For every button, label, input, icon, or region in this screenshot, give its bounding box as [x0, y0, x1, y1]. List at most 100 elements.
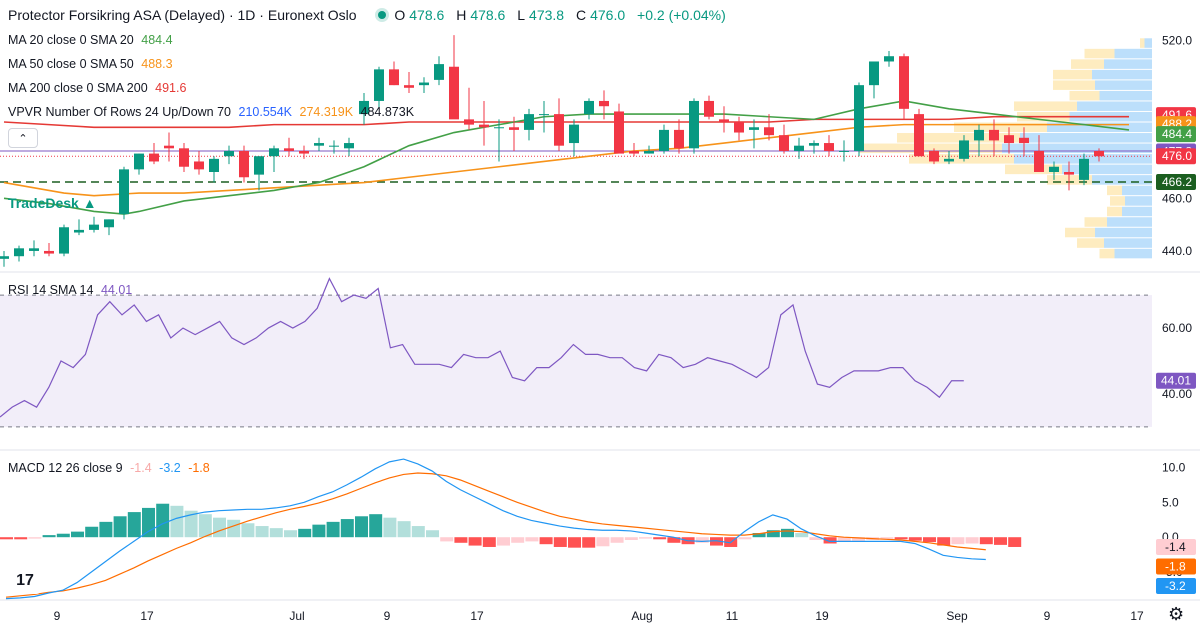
legend-ma200-label: MA 200 close 0 SMA 200 — [8, 81, 148, 95]
macd-histogram-bar — [937, 537, 951, 546]
volume-profile-up-bar — [1104, 59, 1152, 69]
ohlc-change: +0.2 (+0.04%) — [637, 7, 726, 23]
macd-histogram-bar — [326, 521, 340, 538]
macd-axis-tick: 5.0 — [1162, 495, 1179, 509]
candle-down — [1094, 150, 1104, 157]
candle-down — [629, 150, 639, 154]
legend-ma50[interactable]: MA 50 close 0 SMA 50 488.3 — [8, 57, 177, 71]
rsi-axis-tick: 60.00 — [1162, 321, 1192, 335]
candle-up — [839, 150, 849, 152]
legend-ma200[interactable]: MA 200 close 0 SMA 200 491.6 — [8, 81, 190, 95]
legend-rsi[interactable]: RSI 14 SMA 14 44.01 — [8, 283, 136, 297]
volume-profile-up-bar — [1092, 175, 1152, 185]
macd-histogram-bar — [653, 537, 667, 540]
candle-down — [899, 56, 909, 109]
ohlc-low: L 473.8 — [517, 7, 565, 23]
volume-profile-up-bar — [1114, 248, 1152, 259]
candle-down — [779, 135, 789, 151]
legend-ma200-value: 491.6 — [155, 81, 187, 95]
candle-up — [269, 148, 279, 157]
volume-profile-down-bar — [1110, 196, 1125, 206]
volume-profile-up-bar — [1020, 133, 1152, 143]
volume-profile-down-bar — [954, 122, 1047, 133]
macd-histogram-bar — [397, 521, 411, 538]
candle-down — [614, 111, 624, 154]
legend-macd-signal: -1.8 — [188, 461, 210, 475]
macd-histogram-bar — [312, 524, 326, 538]
macd-histogram-bar — [525, 537, 539, 542]
volume-profile-down-bar — [1107, 185, 1122, 196]
ohlc-close: C 476.0 — [575, 7, 626, 23]
volume-profile-down-bar — [1053, 80, 1095, 90]
macd-histogram-bar — [42, 535, 56, 538]
legend-vpvr[interactable]: VPVR Number Of Rows 24 Up/Down 70 210.55… — [8, 105, 418, 119]
legend-ma20-label: MA 20 close 0 SMA 20 — [8, 33, 134, 47]
macd-histogram-bar — [269, 528, 283, 538]
candle-up — [0, 256, 9, 259]
volume-profile-down-bar — [1140, 38, 1145, 48]
legend-ma20[interactable]: MA 20 close 0 SMA 20 484.4 — [8, 33, 177, 47]
candle-up — [854, 85, 864, 151]
macd-value-label-bg — [1156, 578, 1196, 595]
time-axis-tick: 17 — [1130, 609, 1144, 623]
chart-title-row: Protector Forsikring ASA (Delayed) · 1D … — [8, 7, 734, 23]
macd-histogram-bar — [809, 537, 823, 540]
macd-histogram-bar — [795, 533, 809, 538]
ohlc-high: H 478.6 — [456, 7, 506, 23]
candle-up — [659, 129, 669, 151]
gear-icon[interactable]: ⚙ — [1168, 604, 1185, 624]
macd-histogram-bar — [1008, 537, 1022, 547]
volume-profile-up-bar — [1047, 122, 1152, 133]
tradedesk-badge[interactable]: TradeDesk ▲ — [8, 195, 97, 211]
macd-histogram-bar — [837, 537, 851, 542]
volume-profile-up-bar — [1122, 206, 1152, 217]
candle-up — [644, 150, 654, 154]
candle-down — [764, 127, 774, 136]
tradingview-logo-icon[interactable]: 17 — [8, 568, 42, 594]
candle-up — [944, 158, 954, 162]
candle-down — [404, 85, 414, 88]
legend-macd-macd: -3.2 — [159, 461, 181, 475]
legend-macd[interactable]: MACD 12 26 close 9 -1.4 -3.2 -1.8 — [8, 461, 214, 475]
volume-profile-up-bar — [1095, 227, 1152, 238]
candle-down — [179, 148, 189, 167]
price-axis-tick: 460.0 — [1162, 191, 1192, 205]
macd-histogram-bar — [894, 537, 908, 540]
macd-histogram-bar — [170, 505, 184, 538]
macd-histogram-bar — [994, 537, 1007, 545]
collapse-legend-button[interactable]: ⌃ — [8, 128, 38, 148]
macd-histogram-bar — [582, 537, 596, 548]
candle-up — [584, 100, 594, 115]
candle-down — [1019, 137, 1029, 144]
macd-histogram-bar — [14, 537, 28, 540]
candle-up — [569, 124, 579, 144]
macd-histogram-bar — [255, 526, 269, 538]
triangle-up-icon: ▲ — [82, 195, 97, 211]
candle-down — [599, 100, 609, 107]
rsi-band — [0, 295, 1152, 427]
legend-vpvr-total: 484.873K — [360, 105, 415, 119]
legend-macd-hist: -1.4 — [130, 461, 152, 475]
candle-down — [479, 124, 489, 128]
volume-profile-up-bar — [1144, 38, 1152, 48]
candle-down — [704, 100, 714, 117]
macd-value-label: -1.8 — [1165, 560, 1186, 574]
candle-down — [299, 150, 309, 154]
price-axis-label-bg — [1156, 148, 1196, 165]
macd-signal-line — [5, 472, 986, 598]
macd-histogram-bar — [284, 530, 297, 538]
macd-histogram-bar — [56, 533, 70, 538]
volume-profile-up-bar — [1104, 238, 1152, 248]
candle-up — [419, 82, 429, 86]
time-axis-tick: 17 — [140, 609, 154, 623]
rsi-line — [0, 277, 964, 418]
time-axis-tick: 9 — [1044, 609, 1051, 623]
price-axis-label-bg — [1156, 174, 1196, 190]
candle-down — [464, 119, 474, 125]
volume-profile-down-bar — [1005, 164, 1062, 175]
candle-down — [914, 114, 924, 157]
price-axis-label-bg — [1156, 126, 1196, 143]
macd-histogram-bar — [383, 517, 397, 538]
market-status-icon — [378, 11, 387, 19]
candle-up — [1079, 158, 1089, 180]
